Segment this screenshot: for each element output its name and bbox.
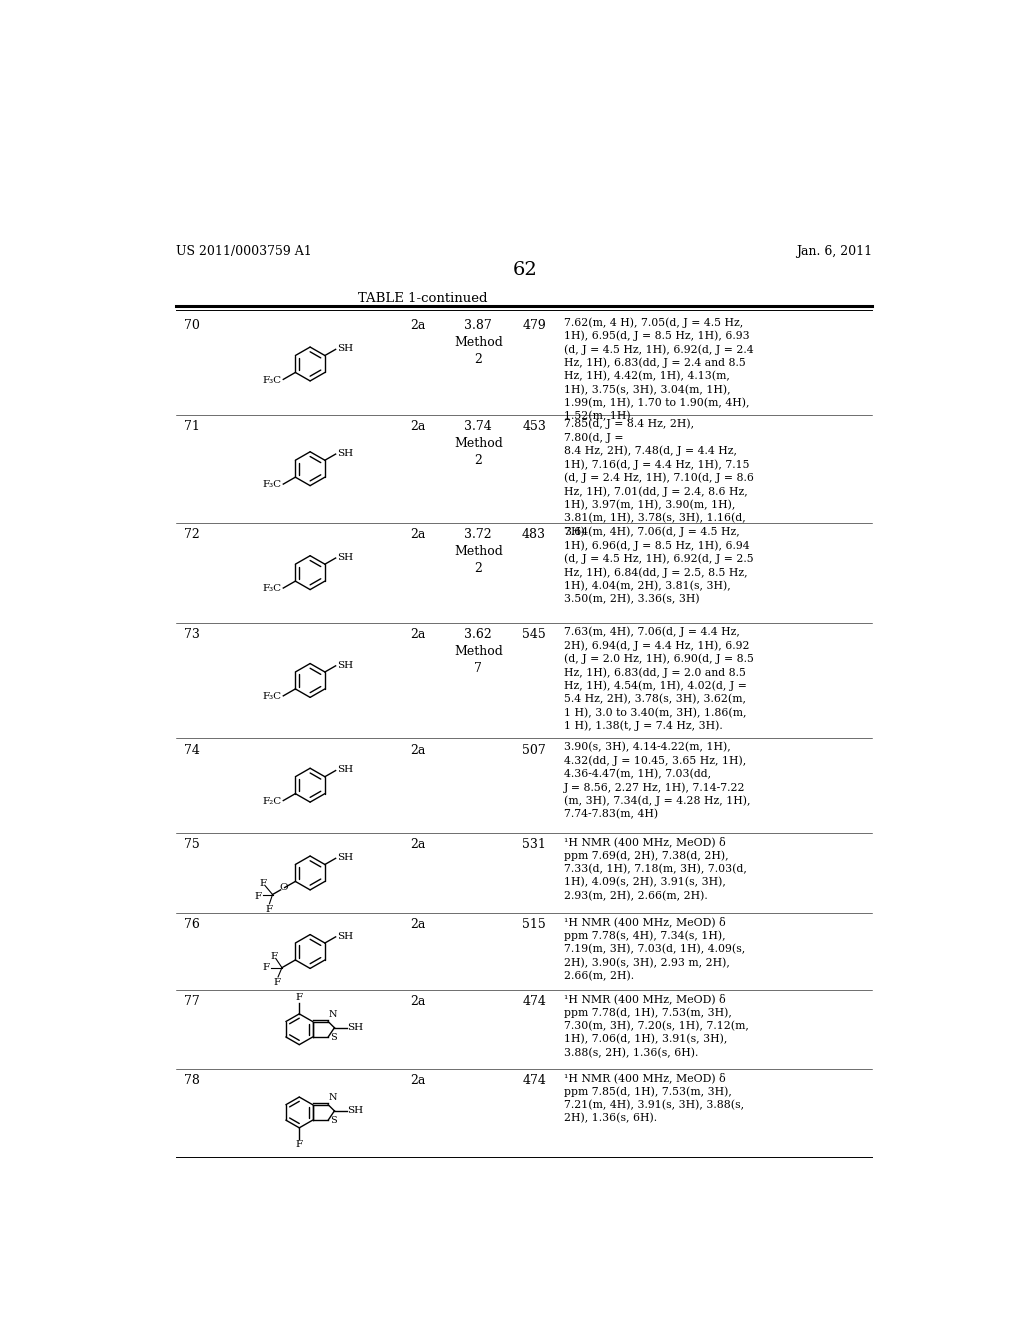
Text: 2a: 2a bbox=[411, 420, 426, 433]
Text: F₃C: F₃C bbox=[263, 480, 282, 490]
Text: F₂C: F₂C bbox=[263, 797, 282, 805]
Text: SH: SH bbox=[337, 932, 353, 941]
Text: 2a: 2a bbox=[411, 838, 426, 851]
Text: 2a: 2a bbox=[411, 995, 426, 1008]
Text: ¹H NMR (400 MHz, MeOD) δ
ppm 7.78(d, 1H), 7.53(m, 3H),
7.30(m, 3H), 7.20(s, 1H),: ¹H NMR (400 MHz, MeOD) δ ppm 7.78(d, 1H)… bbox=[564, 994, 750, 1059]
Text: F₃C: F₃C bbox=[263, 376, 282, 384]
Text: SH: SH bbox=[337, 766, 353, 775]
Text: ¹H NMR (400 MHz, MeOD) δ
ppm 7.85(d, 1H), 7.53(m, 3H),
7.21(m, 4H), 3.91(s, 3H),: ¹H NMR (400 MHz, MeOD) δ ppm 7.85(d, 1H)… bbox=[564, 1072, 744, 1123]
Text: SH: SH bbox=[337, 449, 353, 458]
Text: 479: 479 bbox=[522, 318, 546, 331]
Text: 3.87
Method
2: 3.87 Method 2 bbox=[454, 318, 503, 366]
Text: 7.85(d, J = 8.4 Hz, 2H),
7.80(d, J =
8.4 Hz, 2H), 7.48(d, J = 4.4 Hz,
1H), 7.16(: 7.85(d, J = 8.4 Hz, 2H), 7.80(d, J = 8.4… bbox=[564, 418, 755, 537]
Text: TABLE 1-continued: TABLE 1-continued bbox=[357, 292, 487, 305]
Text: Jan. 6, 2011: Jan. 6, 2011 bbox=[796, 244, 872, 257]
Text: F: F bbox=[273, 978, 281, 987]
Text: ¹H NMR (400 MHz, MeOD) δ
ppm 7.69(d, 2H), 7.38(d, 2H),
7.33(d, 1H), 7.18(m, 3H),: ¹H NMR (400 MHz, MeOD) δ ppm 7.69(d, 2H)… bbox=[564, 837, 748, 902]
Text: 74: 74 bbox=[183, 743, 200, 756]
Text: SH: SH bbox=[347, 1023, 364, 1032]
Text: 2a: 2a bbox=[411, 528, 426, 541]
Text: 72: 72 bbox=[183, 528, 200, 541]
Text: F₃C: F₃C bbox=[263, 585, 282, 593]
Text: 77: 77 bbox=[183, 995, 200, 1008]
Text: F: F bbox=[266, 906, 273, 915]
Text: ¹H NMR (400 MHz, MeOD) δ
ppm 7.78(s, 4H), 7.34(s, 1H),
7.19(m, 3H), 7.03(d, 1H),: ¹H NMR (400 MHz, MeOD) δ ppm 7.78(s, 4H)… bbox=[564, 917, 745, 981]
Text: 545: 545 bbox=[522, 628, 546, 642]
Text: SH: SH bbox=[337, 553, 353, 562]
Text: 7.63(m, 4H), 7.06(d, J = 4.4 Hz,
2H), 6.94(d, J = 4.4 Hz, 1H), 6.92
(d, J = 2.0 : 7.63(m, 4H), 7.06(d, J = 4.4 Hz, 2H), 6.… bbox=[564, 627, 755, 731]
Text: 474: 474 bbox=[522, 995, 546, 1008]
Text: 2a: 2a bbox=[411, 1074, 426, 1086]
Text: N: N bbox=[329, 1010, 338, 1019]
Text: SH: SH bbox=[337, 660, 353, 669]
Text: S: S bbox=[331, 1034, 337, 1043]
Text: SH: SH bbox=[347, 1106, 364, 1115]
Text: 453: 453 bbox=[522, 420, 546, 433]
Text: 76: 76 bbox=[183, 919, 200, 932]
Text: 3.72
Method
2: 3.72 Method 2 bbox=[454, 528, 503, 576]
Text: US 2011/0003759 A1: US 2011/0003759 A1 bbox=[176, 244, 311, 257]
Text: 2a: 2a bbox=[411, 318, 426, 331]
Text: 7.64(m, 4H), 7.06(d, J = 4.5 Hz,
1H), 6.96(d, J = 8.5 Hz, 1H), 6.94
(d, J = 4.5 : 7.64(m, 4H), 7.06(d, J = 4.5 Hz, 1H), 6.… bbox=[564, 527, 754, 605]
Text: 2a: 2a bbox=[411, 628, 426, 642]
Text: SH: SH bbox=[337, 853, 353, 862]
Text: 3.90(s, 3H), 4.14-4.22(m, 1H),
4.32(dd, J = 10.45, 3.65 Hz, 1H),
4.36-4.47(m, 1H: 3.90(s, 3H), 4.14-4.22(m, 1H), 4.32(dd, … bbox=[564, 742, 751, 820]
Text: 483: 483 bbox=[522, 528, 546, 541]
Text: 2a: 2a bbox=[411, 743, 426, 756]
Text: 531: 531 bbox=[522, 838, 546, 851]
Text: 474: 474 bbox=[522, 1074, 546, 1086]
Text: 71: 71 bbox=[183, 420, 200, 433]
Text: F: F bbox=[296, 1140, 303, 1150]
Text: 7.62(m, 4 H), 7.05(d, J = 4.5 Hz,
1H), 6.95(d, J = 8.5 Hz, 1H), 6.93
(d, J = 4.5: 7.62(m, 4 H), 7.05(d, J = 4.5 Hz, 1H), 6… bbox=[564, 317, 754, 421]
Text: F: F bbox=[262, 964, 269, 972]
Text: 3.62
Method
7: 3.62 Method 7 bbox=[454, 628, 503, 675]
Text: 70: 70 bbox=[183, 318, 200, 331]
Text: 507: 507 bbox=[522, 743, 546, 756]
Text: F: F bbox=[255, 891, 262, 900]
Text: 62: 62 bbox=[512, 261, 538, 279]
Text: 78: 78 bbox=[183, 1074, 200, 1086]
Text: 3.74
Method
2: 3.74 Method 2 bbox=[454, 420, 503, 467]
Text: 2a: 2a bbox=[411, 919, 426, 932]
Text: O: O bbox=[280, 883, 289, 892]
Text: N: N bbox=[329, 1093, 338, 1102]
Text: F: F bbox=[296, 993, 303, 1002]
Text: 515: 515 bbox=[522, 919, 546, 932]
Text: 73: 73 bbox=[183, 628, 200, 642]
Text: 75: 75 bbox=[183, 838, 200, 851]
Text: F: F bbox=[260, 879, 267, 888]
Text: F₃C: F₃C bbox=[263, 692, 282, 701]
Text: SH: SH bbox=[337, 345, 353, 352]
Text: F: F bbox=[270, 953, 278, 961]
Text: S: S bbox=[331, 1117, 337, 1126]
